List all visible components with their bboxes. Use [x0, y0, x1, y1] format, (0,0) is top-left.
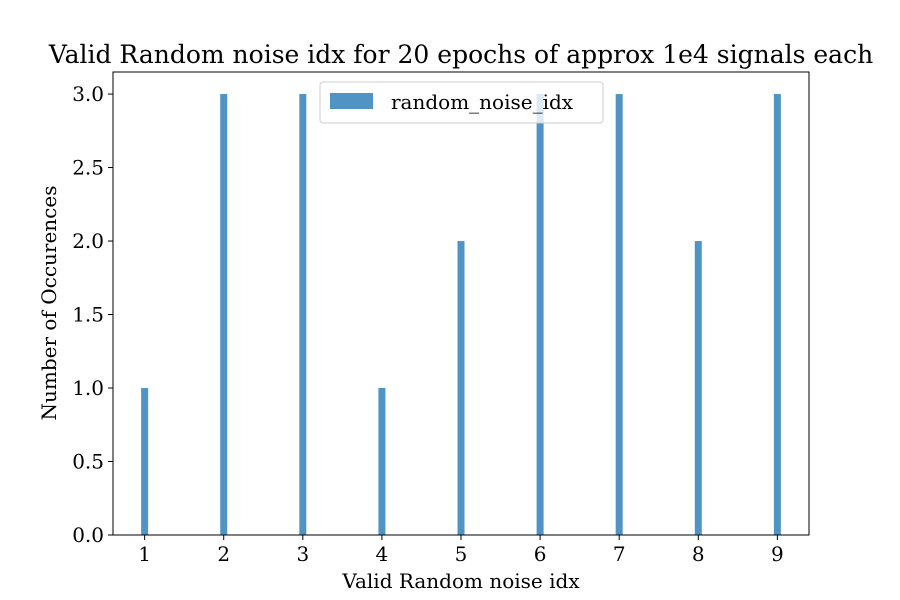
y-axis-ticks: 0.0 0.5 1.0 1.5 2.0 2.5 3.0 [72, 82, 113, 547]
x-tick-label: 1 [138, 542, 151, 566]
chart-title: Valid Random noise idx for 20 epochs of … [48, 40, 873, 69]
y-axis-label: Number of Occurences [37, 186, 61, 421]
legend: random_noise_idx [319, 81, 604, 124]
x-tick-label: 5 [455, 542, 468, 566]
x-tick-label: 9 [771, 542, 784, 566]
legend-box [319, 81, 604, 124]
x-tick-label: 8 [692, 542, 705, 566]
y-tick-label: 0.0 [72, 523, 104, 547]
bar-2 [220, 94, 228, 536]
x-axis-label: Valid Random noise idx [341, 569, 580, 593]
y-tick-label: 3.0 [72, 82, 104, 106]
bar-9 [773, 94, 781, 536]
y-tick-label: 1.0 [72, 376, 104, 400]
x-tick-label: 3 [296, 542, 309, 566]
bar-7 [615, 94, 623, 536]
bars-group [141, 94, 781, 536]
x-axis-ticks: 1 2 3 4 5 6 7 8 9 [138, 535, 784, 566]
y-tick-label: 0.5 [72, 450, 104, 474]
bar-3 [299, 94, 307, 536]
x-tick-label: 4 [376, 542, 389, 566]
legend-swatch [330, 93, 373, 109]
x-tick-label: 6 [534, 542, 547, 566]
bar-5 [457, 241, 465, 535]
bar-1 [141, 388, 149, 535]
y-tick-label: 2.0 [72, 229, 104, 253]
legend-label: random_noise_idx [391, 90, 574, 114]
bar-8 [694, 241, 702, 535]
bar-6 [536, 94, 544, 536]
x-tick-label: 7 [613, 542, 626, 566]
bar-4 [378, 388, 386, 535]
y-tick-label: 1.5 [72, 303, 104, 327]
y-tick-label: 2.5 [72, 156, 104, 180]
x-tick-label: 2 [217, 542, 230, 566]
